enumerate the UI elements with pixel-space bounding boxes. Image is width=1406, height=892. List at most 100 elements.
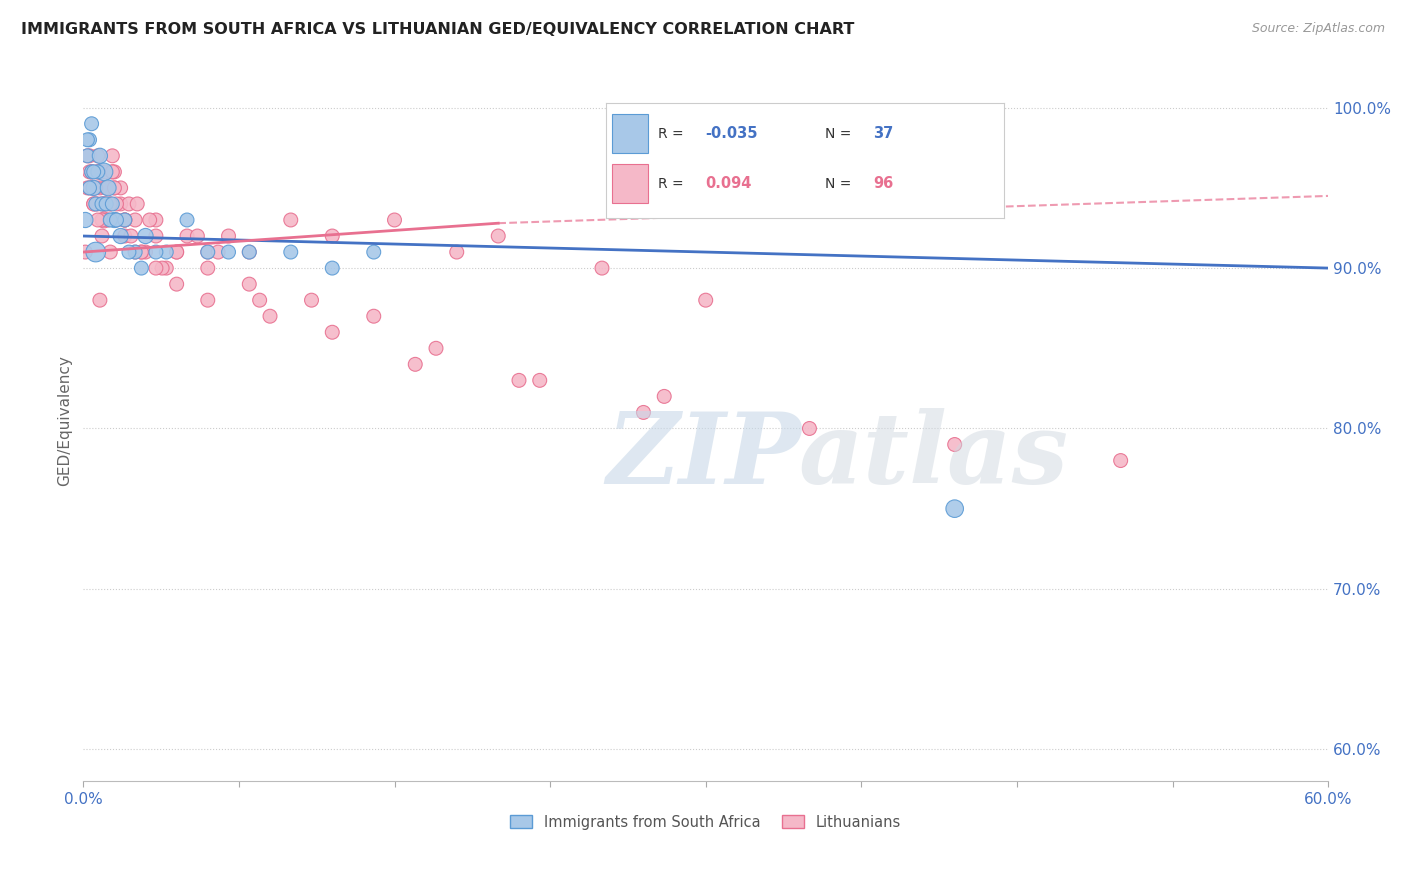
Point [118, 197, 141, 211]
Point [83, 197, 105, 211]
Text: atlas: atlas [799, 409, 1069, 505]
Point [87, 213, 110, 227]
Point [404, 357, 426, 371]
Point [79, 165, 101, 179]
Point [105, 213, 128, 227]
Point [943, 501, 966, 516]
Point [89, 165, 111, 179]
Point [93, 197, 115, 211]
Point [155, 261, 177, 276]
Point [652, 389, 675, 403]
Point [301, 293, 323, 308]
Point [91, 213, 114, 227]
Point [1109, 453, 1132, 467]
Point [207, 245, 229, 260]
Point [76, 149, 98, 163]
Point [138, 213, 160, 227]
Point [84, 245, 107, 260]
Point [80, 165, 103, 179]
Point [79, 181, 101, 195]
Point [321, 261, 343, 276]
Point [103, 165, 125, 179]
Point [98, 245, 121, 260]
Y-axis label: GED/Equivalency: GED/Equivalency [58, 355, 72, 486]
Point [94, 165, 117, 179]
Point [84, 181, 107, 195]
Point [89, 181, 111, 195]
Point [321, 229, 343, 244]
Point [176, 229, 198, 244]
Point [91, 197, 114, 211]
Point [103, 181, 125, 195]
Point [238, 245, 260, 260]
Point [76, 149, 98, 163]
Point [124, 213, 146, 227]
Point [110, 229, 132, 244]
Point [114, 213, 136, 227]
Point [87, 165, 110, 179]
Point [91, 229, 114, 244]
Point [83, 165, 105, 179]
Point [93, 165, 115, 179]
Point [166, 245, 188, 260]
Point [97, 181, 120, 195]
Point [118, 245, 141, 260]
Point [166, 277, 188, 292]
Point [363, 309, 385, 323]
Legend: Immigrants from South Africa, Lithuanians: Immigrants from South Africa, Lithuanian… [505, 809, 907, 836]
Point [93, 213, 115, 227]
Point [105, 197, 128, 211]
Point [238, 277, 260, 292]
Point [114, 213, 136, 227]
Point [197, 245, 219, 260]
Point [384, 213, 406, 227]
Point [145, 229, 167, 244]
Point [633, 405, 655, 419]
Point [120, 229, 142, 244]
Point [124, 245, 146, 260]
Point [799, 421, 821, 435]
Point [97, 213, 120, 227]
Point [84, 197, 107, 211]
Point [98, 197, 121, 211]
Point [110, 197, 132, 211]
Point [79, 149, 101, 163]
Point [114, 213, 136, 227]
Point [94, 197, 117, 211]
Point [83, 197, 105, 211]
Point [105, 213, 128, 227]
Point [76, 181, 98, 195]
Point [98, 197, 121, 211]
Point [145, 261, 167, 276]
Point [93, 197, 115, 211]
Point [943, 437, 966, 451]
Point [80, 165, 103, 179]
Point [89, 293, 111, 308]
Point [150, 261, 173, 276]
Point [197, 245, 219, 260]
Point [94, 197, 117, 211]
Point [83, 181, 105, 195]
Point [529, 373, 551, 387]
Point [103, 213, 125, 227]
Point [135, 245, 157, 260]
Point [197, 261, 219, 276]
Point [321, 325, 343, 339]
Point [425, 341, 447, 355]
Point [166, 245, 188, 260]
Point [131, 245, 153, 260]
Point [98, 213, 121, 227]
Point [186, 229, 208, 244]
Point [103, 181, 125, 195]
Point [79, 133, 101, 147]
Point [131, 261, 153, 276]
Point [280, 245, 302, 260]
Point [591, 261, 613, 276]
Point [145, 213, 167, 227]
Point [176, 213, 198, 227]
Point [114, 229, 136, 244]
Point [218, 229, 240, 244]
Point [508, 373, 530, 387]
Point [101, 149, 124, 163]
Text: IMMIGRANTS FROM SOUTH AFRICA VS LITHUANIAN GED/EQUIVALENCY CORRELATION CHART: IMMIGRANTS FROM SOUTH AFRICA VS LITHUANI… [21, 22, 855, 37]
